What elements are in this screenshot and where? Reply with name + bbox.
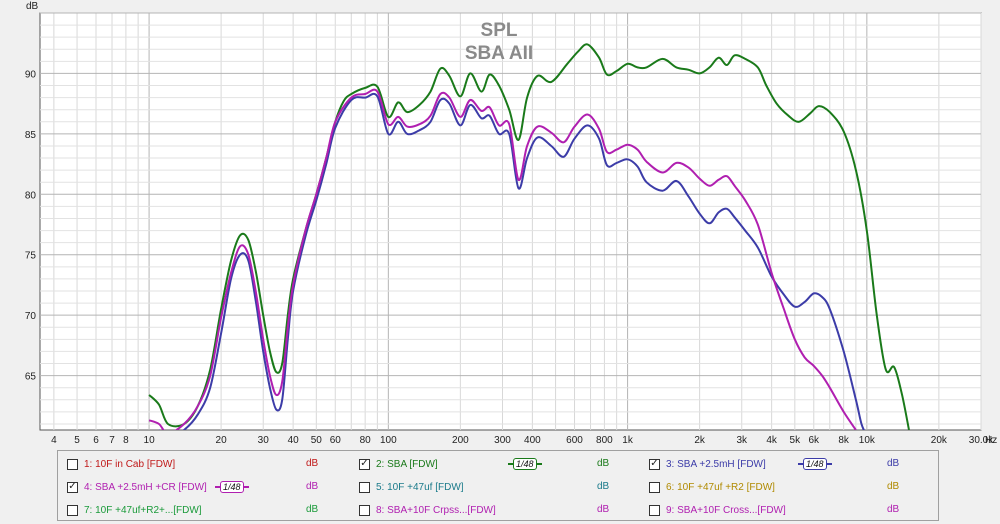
x-tick-label: 600 [566,435,583,446]
legend-item[interactable]: ✓ 2: SBA [FDW] [359,455,438,473]
x-tick-label: 6k [808,435,820,446]
chart-title: SPL [481,20,518,41]
x-tick-label: 3k [736,435,748,446]
legend-label: 5: 10F +47uf [FDW] [376,481,464,493]
x-tick-label: 10k [859,435,876,446]
legend-label: 8: SBA+10F Crpss...[FDW] [376,504,496,516]
legend-panel: 1: 10F in Cab [FDW] dB ✓ 2: SBA [FDW] 1/48 dB… [57,450,939,521]
smoothing-value: 1/48 [803,458,827,470]
tick-labels: 65 70 75 80 85 90 4 5 6 7 8 10 20 30 40 50 60 80 100 200 300… [25,69,994,446]
legend-item[interactable]: 9: SBA+10F Cross...[FDW] [649,501,786,519]
x-tick-label: 30.0k [969,435,994,446]
legend-unit: dB [597,481,610,492]
x-tick-label: 400 [524,435,541,446]
series-group [148,43,910,430]
legend-checkbox[interactable] [359,504,370,516]
legend-item[interactable]: 6: 10F +47uf +R2 [FDW] [649,478,775,496]
y-tick-label: 75 [25,251,37,262]
smoothing-line-left [798,463,803,465]
smoothing-line-right [826,463,832,465]
x-tick-label: 50 [311,435,323,446]
legend-checkbox[interactable]: ✓ [359,458,370,470]
x-tick-label: 20k [931,435,948,446]
x-tick-label: 10 [144,435,156,446]
legend-unit: dB [597,504,610,515]
x-axis-unit-label: Hz [985,435,997,446]
x-tick-label: 8k [838,435,850,446]
series-line-3 [148,88,857,430]
legend-label: 1: 10F in Cab [FDW] [84,458,176,470]
y-tick-label: 85 [25,130,37,141]
legend-item[interactable]: 7: 10F +47uf+R2+...[FDW] [67,501,202,519]
legend-checkbox[interactable] [67,458,78,470]
legend-checkbox[interactable] [359,481,370,493]
chart-subtitle: SBA AII [465,43,533,64]
smoothing-badge[interactable]: 1/48 [798,458,832,470]
y-tick-label: 70 [25,311,37,322]
grid-lines [40,12,982,430]
x-tick-label: 7 [109,435,115,446]
y-tick-label: 90 [25,69,37,80]
y-tick-label: 80 [25,190,37,201]
smoothing-line-right [536,463,542,465]
legend-label: 6: 10F +47uf +R2 [FDW] [666,481,775,493]
legend-item[interactable]: 8: SBA+10F Crpss...[FDW] [359,501,496,519]
legend-label: 7: 10F +47uf+R2+...[FDW] [84,504,202,516]
legend-checkbox[interactable] [649,481,660,493]
smoothing-line-left [215,486,220,488]
legend-checkbox[interactable] [649,504,660,516]
x-tick-label: 800 [596,435,613,446]
legend-unit: dB [306,481,319,492]
plot-area [39,12,982,431]
smoothing-value: 1/48 [220,481,244,493]
x-tick-label: 100 [380,435,397,446]
x-tick-label: 5 [74,435,80,446]
legend-unit: dB [887,504,900,515]
legend-label: 9: SBA+10F Cross...[FDW] [666,504,786,516]
spl-chart: 65 70 75 80 85 90 4 5 6 7 8 10 20 30 40 50 60 80 100 200 300… [25,1,997,446]
x-tick-label: 1k [622,435,634,446]
legend-checkbox[interactable]: ✓ [67,481,78,493]
legend-unit: dB [887,458,900,469]
legend-unit: dB [597,458,610,469]
x-tick-label: 6 [93,435,99,446]
legend-label: 2: SBA [FDW] [376,458,438,470]
legend-checkbox[interactable] [67,504,78,516]
smoothing-badge[interactable]: 1/48 [215,481,249,493]
legend-item[interactable]: ✓ 3: SBA +2.5mH [FDW] [649,455,766,473]
legend-checkbox[interactable]: ✓ [649,458,660,470]
series-line-1 [148,43,910,430]
legend-label: 3: SBA +2.5mH [FDW] [666,458,766,470]
y-tick-label: 65 [25,372,37,383]
series-line-2 [159,92,865,430]
x-tick-label: 300 [494,435,511,446]
legend-unit: dB [306,504,319,515]
x-tick-label: 80 [360,435,372,446]
x-tick-label: 200 [452,435,469,446]
x-tick-label: 4 [51,435,57,446]
y-axis-unit-label: dB [26,1,39,12]
smoothing-value: 1/48 [513,458,537,470]
x-tick-label: 2k [694,435,706,446]
legend-unit: dB [887,481,900,492]
x-tick-label: 60 [330,435,342,446]
smoothing-line-right [243,486,249,488]
x-tick-label: 40 [288,435,300,446]
smoothing-badge[interactable]: 1/48 [508,458,542,470]
x-tick-label: 4k [766,435,778,446]
x-tick-label: 20 [216,435,228,446]
x-tick-label: 8 [123,435,129,446]
legend-unit: dB [306,458,319,469]
legend-label: 4: SBA +2.5mH +CR [FDW] [84,481,207,493]
legend-item[interactable]: ✓ 4: SBA +2.5mH +CR [FDW] [67,478,207,496]
smoothing-line-left [508,463,513,465]
x-tick-label: 5k [790,435,802,446]
legend-item[interactable]: 5: 10F +47uf [FDW] [359,478,464,496]
x-tick-label: 30 [258,435,270,446]
legend-item[interactable]: 1: 10F in Cab [FDW] [67,455,175,473]
